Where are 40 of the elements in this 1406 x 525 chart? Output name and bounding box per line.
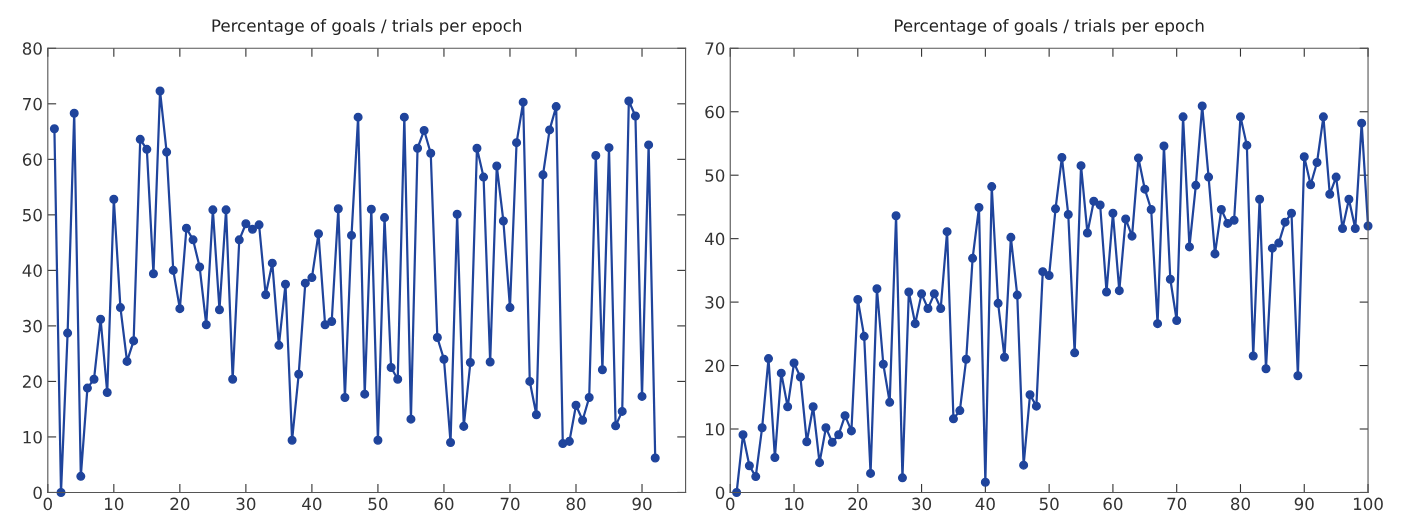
y-tick-label: 80 (22, 42, 42, 55)
y-tick-label: 10 (23, 430, 42, 444)
y-tick-label: 50 (23, 208, 42, 222)
x-tick-label: 80 (566, 497, 586, 511)
x-tick-label: 90 (1294, 497, 1314, 511)
x-tick-label: 70 (500, 497, 520, 511)
x-tick-label: 10 (105, 497, 124, 511)
y-tick-label: 70 (705, 42, 725, 55)
y-tick-label: 70 (23, 97, 42, 111)
y-tick-label: 40 (22, 264, 42, 277)
y-tick-label: 30 (705, 296, 725, 309)
x-tick-label: 70 (1167, 497, 1187, 511)
y-tick-label: 0 (715, 486, 725, 500)
x-tick-label: 10 (785, 497, 804, 511)
y-tick-label: 20 (22, 375, 42, 388)
y-tick-label: 60 (705, 105, 725, 119)
y-tick-label: 20 (705, 359, 725, 373)
y-tick-label: 50 (705, 169, 725, 182)
x-tick-label: 90 (632, 497, 652, 511)
x-tick-label: 60 (1103, 497, 1123, 511)
x-tick-label: 100 (1353, 497, 1383, 511)
y-tick-label: 60 (22, 153, 42, 166)
y-tick-label: 0 (33, 486, 42, 500)
x-tick-label: 0 (43, 497, 52, 511)
chart-title: Percentage of goals / trials per epoch (895, 18, 1204, 36)
x-tick-label: 30 (236, 497, 256, 511)
x-tick-label: 60 (434, 497, 454, 511)
chart-title: Percentage of goals / trials per epoch (212, 18, 522, 36)
x-tick-label: 50 (368, 497, 388, 511)
y-tick-label: 10 (706, 422, 725, 436)
y-tick-label: 30 (23, 319, 42, 333)
x-tick-label: 30 (912, 497, 932, 511)
x-tick-label: 80 (1231, 497, 1250, 511)
y-tick-label: 40 (704, 232, 725, 246)
x-tick-label: 40 (302, 497, 322, 511)
x-tick-label: 20 (170, 497, 190, 511)
x-tick-label: 50 (1039, 497, 1059, 511)
x-tick-label: 20 (848, 497, 868, 511)
x-tick-label: 0 (726, 497, 735, 511)
x-tick-label: 40 (975, 497, 995, 511)
